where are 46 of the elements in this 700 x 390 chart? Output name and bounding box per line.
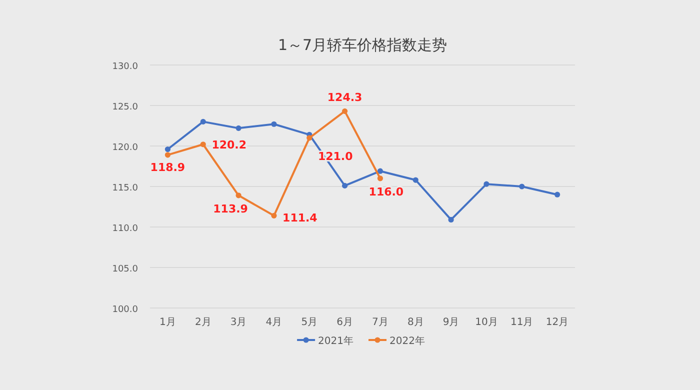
point [448,216,454,223]
point [236,192,242,198]
x-tick-label: 3月 [230,317,247,328]
point [554,192,560,198]
x-tick-label: 5月 [301,317,318,328]
data-label: 124.3 [327,91,362,104]
x-tick-label: 8月 [407,317,424,328]
data-label: 118.9 [150,160,186,174]
text: 100.0 [112,305,138,315]
text: 130.0 [112,62,138,72]
x-tick-label: 1月 [160,317,176,328]
text: 115.0 [112,184,138,194]
chart-title: 1～7月轿车价格指数走势 [278,36,448,54]
data-label: 116.0 [368,185,404,198]
point [271,212,277,218]
x-tick-label: 11月 [510,317,534,328]
point [200,142,206,148]
point [306,135,312,141]
x-tick-label: 6月 [336,317,353,328]
x-tick-label: 4月 [266,317,282,328]
x-tick-label: 7月 [372,317,388,328]
point [164,146,171,152]
point [484,181,490,187]
text: 110.0 [112,224,138,234]
x-tick-label: 12月 [546,317,569,328]
data-label: 111.4 [282,212,318,225]
text: 125.0 [112,102,138,112]
legend-label: 2022年 [390,335,425,347]
point [342,182,348,188]
text: 105.0 [112,264,138,274]
point [236,125,242,131]
text: 120.0 [112,143,138,153]
point [342,108,348,114]
point [519,184,525,190]
data-label: 120.2 [212,138,247,152]
point [377,168,384,174]
x-tick-label: 2月 [194,317,212,328]
data-label: 113.9 [213,202,248,216]
point [412,177,418,183]
point [200,118,206,124]
x-tick-label: 9月 [442,317,460,328]
point [377,176,384,182]
x-tick-label: 10月 [475,317,498,328]
point [164,152,171,158]
legend-label: 2021年 [318,335,354,347]
point [271,121,277,127]
